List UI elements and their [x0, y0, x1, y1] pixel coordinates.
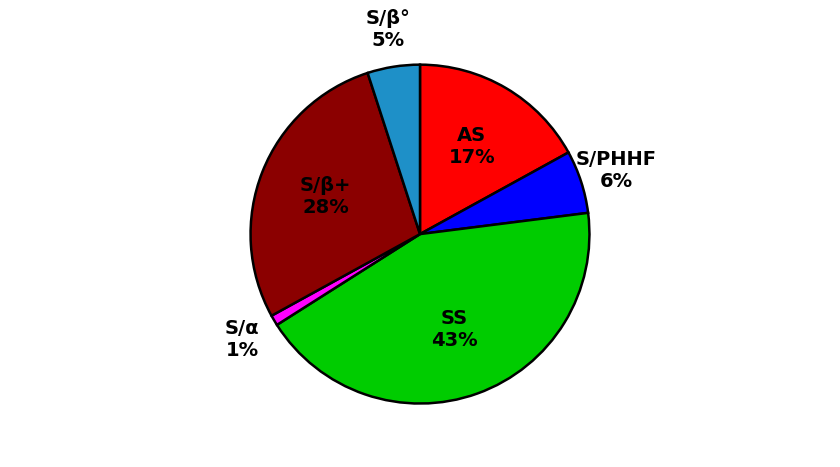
Text: S/β°
5%: S/β° 5%	[365, 9, 410, 50]
Text: AS
17%: AS 17%	[449, 126, 495, 167]
Text: S/β+
28%: S/β+ 28%	[300, 176, 351, 217]
Wedge shape	[420, 152, 588, 234]
Text: S/PHHF
6%: S/PHHF 6%	[576, 150, 657, 191]
Wedge shape	[250, 73, 420, 316]
Wedge shape	[271, 234, 420, 325]
Wedge shape	[368, 64, 420, 234]
Wedge shape	[277, 213, 590, 403]
Text: S/α
1%: S/α 1%	[225, 319, 260, 360]
Text: SS
43%: SS 43%	[431, 309, 478, 350]
Wedge shape	[420, 64, 569, 234]
